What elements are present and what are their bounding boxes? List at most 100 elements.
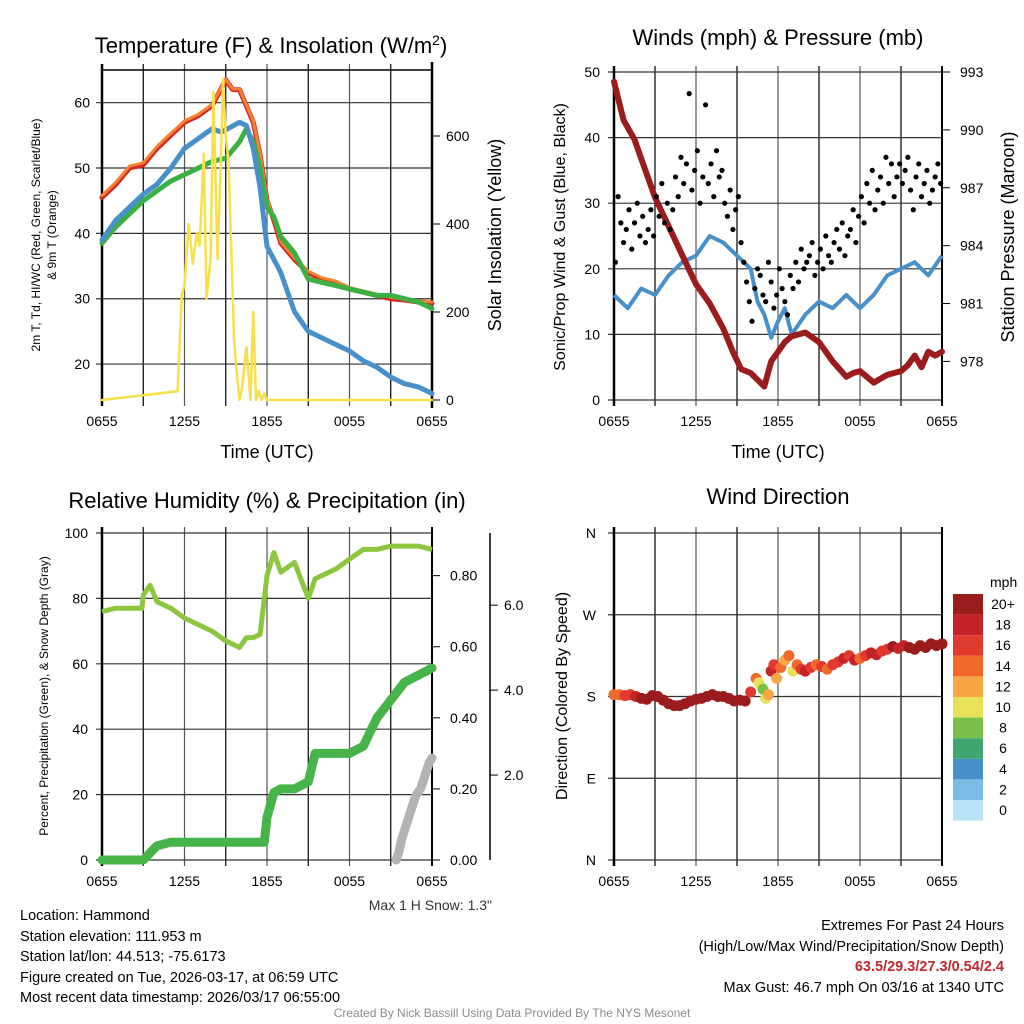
series-relative-humidity bbox=[101, 543, 433, 650]
legend-label: 14 bbox=[995, 658, 1011, 674]
extremes-values: 63.5/29.3/27.3/0.54/2.4 bbox=[854, 959, 1004, 975]
y2-tick-label: 0.60 bbox=[450, 639, 477, 655]
y-axis-label: Percent, Precipitation (Green), & Snow D… bbox=[37, 556, 51, 835]
gust-point bbox=[842, 253, 848, 259]
gust-point bbox=[910, 207, 916, 213]
gust-point bbox=[653, 194, 659, 200]
gust-point bbox=[642, 239, 649, 246]
gust-point bbox=[894, 174, 900, 180]
gust-point bbox=[771, 305, 777, 311]
legend-swatch bbox=[953, 758, 983, 780]
gust-point bbox=[615, 194, 621, 200]
y2-tick-label: 400 bbox=[446, 216, 470, 232]
gust-point bbox=[648, 207, 654, 213]
gust-point bbox=[656, 213, 662, 219]
x-tick-label: 1255 bbox=[680, 873, 711, 889]
extremes-subheading: (High/Low/Max Wind/Precipitation/Snow De… bbox=[698, 938, 1004, 955]
gust-point bbox=[776, 266, 782, 272]
series-pressure bbox=[611, 78, 945, 390]
legend-swatch bbox=[953, 635, 983, 656]
gust-point bbox=[768, 279, 774, 285]
extremes-heading: Extremes For Past 24 Hours bbox=[821, 918, 1004, 934]
y3-tick-label: 6.0 bbox=[504, 597, 524, 613]
gust-point bbox=[730, 226, 736, 233]
extremes-box: Extremes For Past 24 Hours (High/Low/Max… bbox=[699, 916, 1004, 998]
gust-point bbox=[719, 167, 725, 173]
legend-label: 18 bbox=[995, 617, 1011, 633]
x-tick-label: 1255 bbox=[169, 413, 200, 429]
x-tick-label: 0655 bbox=[86, 873, 117, 889]
gust-point bbox=[784, 312, 791, 318]
gust-point bbox=[806, 253, 813, 259]
gust-point bbox=[743, 279, 750, 285]
gust-point bbox=[924, 167, 930, 173]
speed-legend: mph 20+ 18 16 14 12 10 8 6 4 2 0 bbox=[953, 574, 1017, 821]
gust-point bbox=[612, 259, 618, 265]
direction-point bbox=[745, 686, 757, 698]
y2-tick-label: 990 bbox=[960, 122, 984, 138]
gust-point bbox=[938, 180, 944, 187]
gust-point bbox=[667, 226, 673, 233]
legend-swatch bbox=[953, 676, 983, 697]
x-tick-label: 0055 bbox=[334, 413, 365, 429]
series-td bbox=[99, 126, 435, 311]
x-tick-label: 0655 bbox=[416, 413, 447, 429]
x-tick-label: 0055 bbox=[844, 413, 875, 429]
y-tick-label: 60 bbox=[72, 656, 88, 672]
gust-point bbox=[858, 194, 864, 200]
x-tick-label: 0655 bbox=[86, 413, 117, 429]
y-tick-label: 40 bbox=[74, 225, 90, 241]
gust-point bbox=[683, 161, 690, 167]
gust-point bbox=[905, 154, 911, 160]
legend-title: mph bbox=[990, 574, 1017, 590]
gust-point bbox=[763, 299, 769, 305]
legend-swatch bbox=[953, 594, 983, 615]
legend-label: 20+ bbox=[991, 596, 1015, 612]
direction-point bbox=[936, 638, 948, 650]
y2-tick-label: 0.80 bbox=[450, 568, 477, 584]
y-tick-label: 100 bbox=[65, 525, 89, 541]
x-axis-label: Time (UTC) bbox=[731, 442, 824, 462]
gust-point bbox=[899, 180, 905, 187]
y2-tick-label: 0.20 bbox=[450, 781, 477, 797]
y-tick-label: 40 bbox=[72, 721, 88, 737]
y-tick-label: S bbox=[587, 689, 596, 705]
gust-point bbox=[877, 174, 884, 180]
gust-point bbox=[929, 187, 936, 193]
gust-point bbox=[921, 180, 927, 187]
winds-chart: Winds (mph) & Pressure (mb) 0655 1255 1855 0… bbox=[552, 25, 1018, 462]
gust-point bbox=[831, 239, 837, 246]
gust-point bbox=[629, 246, 635, 252]
direction-point bbox=[771, 672, 783, 684]
y2-tick-label: 200 bbox=[446, 304, 470, 320]
gust-point bbox=[875, 187, 881, 193]
gust-point bbox=[790, 285, 796, 292]
y-tick-label: 80 bbox=[72, 590, 88, 606]
gust-point bbox=[716, 174, 722, 180]
y-tick-label: 0 bbox=[80, 852, 88, 868]
chart-title: Relative Humidity (%) & Precipitation (i… bbox=[68, 488, 465, 513]
y-axis-label: Sonic/Prop Wind & Gust (Blue, Black) bbox=[552, 103, 569, 371]
gust-point bbox=[927, 200, 933, 206]
gust-point bbox=[752, 285, 758, 292]
gust-point bbox=[869, 167, 875, 173]
gust-point bbox=[828, 259, 834, 265]
gust-point bbox=[812, 272, 818, 278]
gust-point bbox=[631, 220, 638, 226]
gust-point bbox=[640, 213, 646, 219]
series-snow-depth bbox=[391, 753, 437, 865]
gust-point bbox=[733, 207, 739, 213]
gust-point bbox=[727, 187, 733, 193]
title-end: ) bbox=[440, 33, 447, 58]
gust-point bbox=[661, 220, 668, 226]
legend-swatch bbox=[953, 738, 983, 759]
gust-point bbox=[793, 259, 799, 265]
gust-point bbox=[702, 102, 709, 108]
gust-point bbox=[645, 226, 651, 233]
gust-point bbox=[787, 272, 793, 278]
x-tick-label: 0655 bbox=[926, 413, 957, 429]
y-tick-label: 30 bbox=[584, 195, 600, 211]
gust-point bbox=[672, 174, 679, 180]
y2-tick-label: 600 bbox=[446, 128, 470, 144]
